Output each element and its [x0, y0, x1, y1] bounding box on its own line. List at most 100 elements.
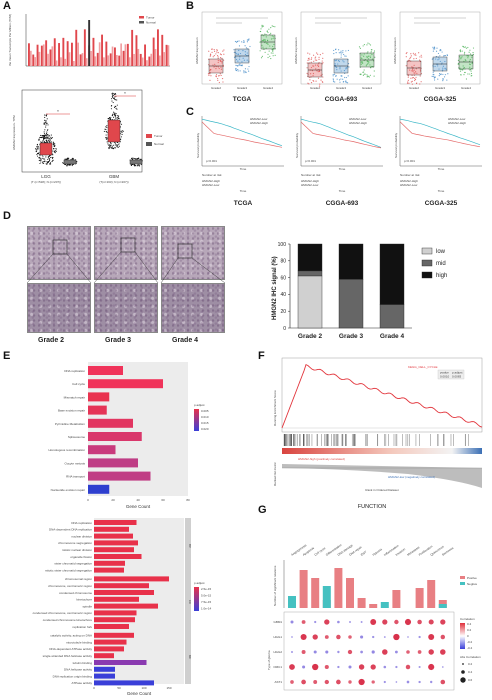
grade-point: [371, 53, 373, 56]
kegg-legend-tick: 0.015: [201, 421, 209, 425]
jitter-point: [62, 162, 64, 164]
kegg-legend-tick: 0.020: [201, 427, 209, 431]
km-ylabel: Survival probability: [196, 132, 200, 158]
grade-point: [267, 56, 269, 59]
grade-point: [263, 38, 265, 41]
legend-normal-swatch: [139, 21, 144, 24]
jitter-point: [110, 108, 112, 110]
corr-legend-tick: 0.2: [467, 628, 472, 632]
sig-star-gbm: *: [124, 91, 126, 96]
grade-point: [247, 68, 249, 70]
function-bars: [288, 568, 447, 608]
grade-point: [343, 53, 345, 56]
jitter-point: [42, 162, 44, 164]
tumor-bar: [96, 52, 99, 66]
function-bar-ylabel: Number of significant relations: [273, 565, 277, 606]
grade-point: [418, 52, 420, 54]
correlation-dot: [291, 636, 293, 638]
grade-point: [222, 50, 224, 52]
grade-point: [319, 83, 321, 85]
grade-point: [315, 80, 317, 82]
grade-point: [259, 41, 261, 43]
normal-bar: [47, 53, 49, 66]
jitter-point: [42, 156, 44, 158]
grade-point: [464, 46, 466, 48]
ihc-segment: [338, 279, 364, 329]
grade-point: [463, 74, 465, 76]
grade-point: [217, 79, 219, 81]
grade-label: Grade4: [461, 86, 471, 90]
go-bar: [94, 547, 134, 553]
go-term: microtubule binding: [66, 640, 92, 644]
legend-tumor: Tumor: [146, 16, 155, 20]
grade-point: [322, 52, 324, 54]
jitter-point: [43, 141, 46, 143]
jitter-point: [51, 137, 53, 139]
grade-point: [218, 75, 220, 77]
jitter-point: [134, 158, 136, 160]
jitter-point: [137, 158, 139, 160]
jitter-point: [117, 146, 119, 148]
grade-point: [319, 53, 321, 56]
correlation-dot: [404, 618, 412, 626]
go-term: ATPase activity: [72, 681, 93, 685]
kegg-bar: [88, 392, 110, 402]
grade-point: [219, 60, 221, 62]
grade-point: [366, 44, 368, 46]
grade-point: [345, 50, 347, 52]
correlation-dot: [417, 650, 422, 654]
grade-label: Grade4: [362, 86, 372, 90]
grade-point: [338, 60, 340, 62]
grade-point: [469, 53, 472, 55]
jitter-point: [39, 162, 41, 165]
grade-point: [413, 58, 415, 60]
group-gbm: GBM: [109, 174, 120, 179]
corr-legend-tick: -0.4: [467, 646, 473, 650]
tumor-bar: [66, 41, 69, 66]
function-bar-negative: [288, 596, 296, 608]
grade-point: [317, 64, 319, 66]
kegg-term: Nucleotide excision repair: [51, 488, 85, 492]
grade-point: [366, 61, 369, 63]
function-label: DNA repair: [348, 545, 362, 557]
jitter-point: [114, 117, 117, 119]
panel-d-stacked-bars: HMGN2 IHC signal (%) 0 20 40 60 80 100 Grade …: [272, 242, 447, 340]
jitter-point: [38, 157, 40, 159]
grade-point: [264, 33, 266, 35]
grade-point: [333, 49, 335, 52]
tumor-bar: [135, 35, 138, 66]
correlation-dot: [360, 621, 363, 623]
grade-point: [269, 45, 271, 47]
jitter-point: [41, 157, 43, 159]
normal-bar: [64, 58, 67, 66]
grade-point: [237, 70, 239, 72]
function-label: EMT: [360, 550, 368, 557]
kegg-term: Cell cycle: [72, 382, 85, 386]
grade-point: [405, 52, 407, 55]
correlation-dot: [370, 664, 376, 670]
km-risk-high: HMGN2-High: [202, 179, 220, 183]
grade-point: [415, 68, 417, 70]
group-lgg: LGG: [41, 174, 51, 179]
panel-b-grade-boxplots: HMGN2 Expression Grade2 Grade3 Grade4 TCGA HM…: [195, 11, 481, 103]
go-bar: [94, 646, 124, 652]
km-curve-high: [399, 121, 481, 148]
km-xlabel: Time: [240, 167, 247, 171]
grade-point: [465, 60, 467, 62]
grade-point: [321, 60, 323, 62]
grade-point: [335, 48, 337, 50]
grade-point: [216, 49, 218, 51]
jitter-point: [111, 145, 113, 147]
grade-point: [264, 40, 266, 42]
correlation-dot: [418, 635, 421, 639]
grade-point: [432, 75, 434, 78]
normal-bar: [51, 46, 54, 66]
grade-point: [459, 67, 461, 69]
grade-point: [469, 49, 471, 51]
grade-point: [437, 52, 440, 55]
go-bar: [94, 624, 129, 629]
jitter-point: [122, 130, 124, 132]
jitter-point: [51, 156, 53, 158]
grade-point: [360, 73, 362, 76]
normal-bar: [30, 50, 32, 66]
